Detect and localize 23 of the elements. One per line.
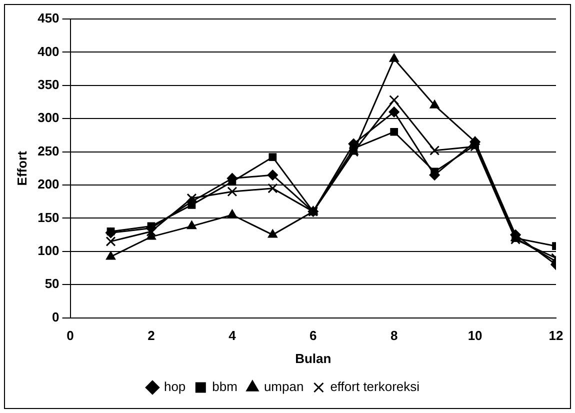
- y-tick-label: 300: [38, 110, 60, 126]
- x-tick-label: 0: [66, 328, 74, 344]
- y-tick-label: 350: [38, 76, 60, 92]
- y-tick-label: 400: [38, 44, 60, 59]
- y-tick-label: 200: [38, 176, 60, 192]
- y-tick-label: 50: [44, 276, 60, 292]
- x-tick-label: 2: [148, 328, 155, 344]
- legend-label: bbm: [212, 379, 238, 394]
- x-tick-label: 4: [228, 328, 237, 344]
- y-tick-label: 100: [38, 242, 60, 258]
- x-tick-label: 10: [468, 328, 482, 344]
- y-tick-label: 250: [38, 143, 60, 158]
- legend-label: effort terkoreksi: [330, 379, 420, 394]
- x-axis-title: Bulan: [295, 350, 332, 366]
- y-tick-label: 450: [38, 10, 60, 26]
- y-axis-title: Effort: [14, 150, 30, 186]
- legend-label: umpan: [264, 379, 304, 394]
- legend-label: hop: [164, 379, 186, 394]
- x-tick-label: 12: [548, 328, 564, 344]
- x-tick-label: 8: [390, 328, 398, 344]
- x-tick-label: 6: [310, 328, 317, 344]
- y-tick-label: 0: [52, 309, 60, 324]
- y-tick-label: 150: [38, 210, 60, 225]
